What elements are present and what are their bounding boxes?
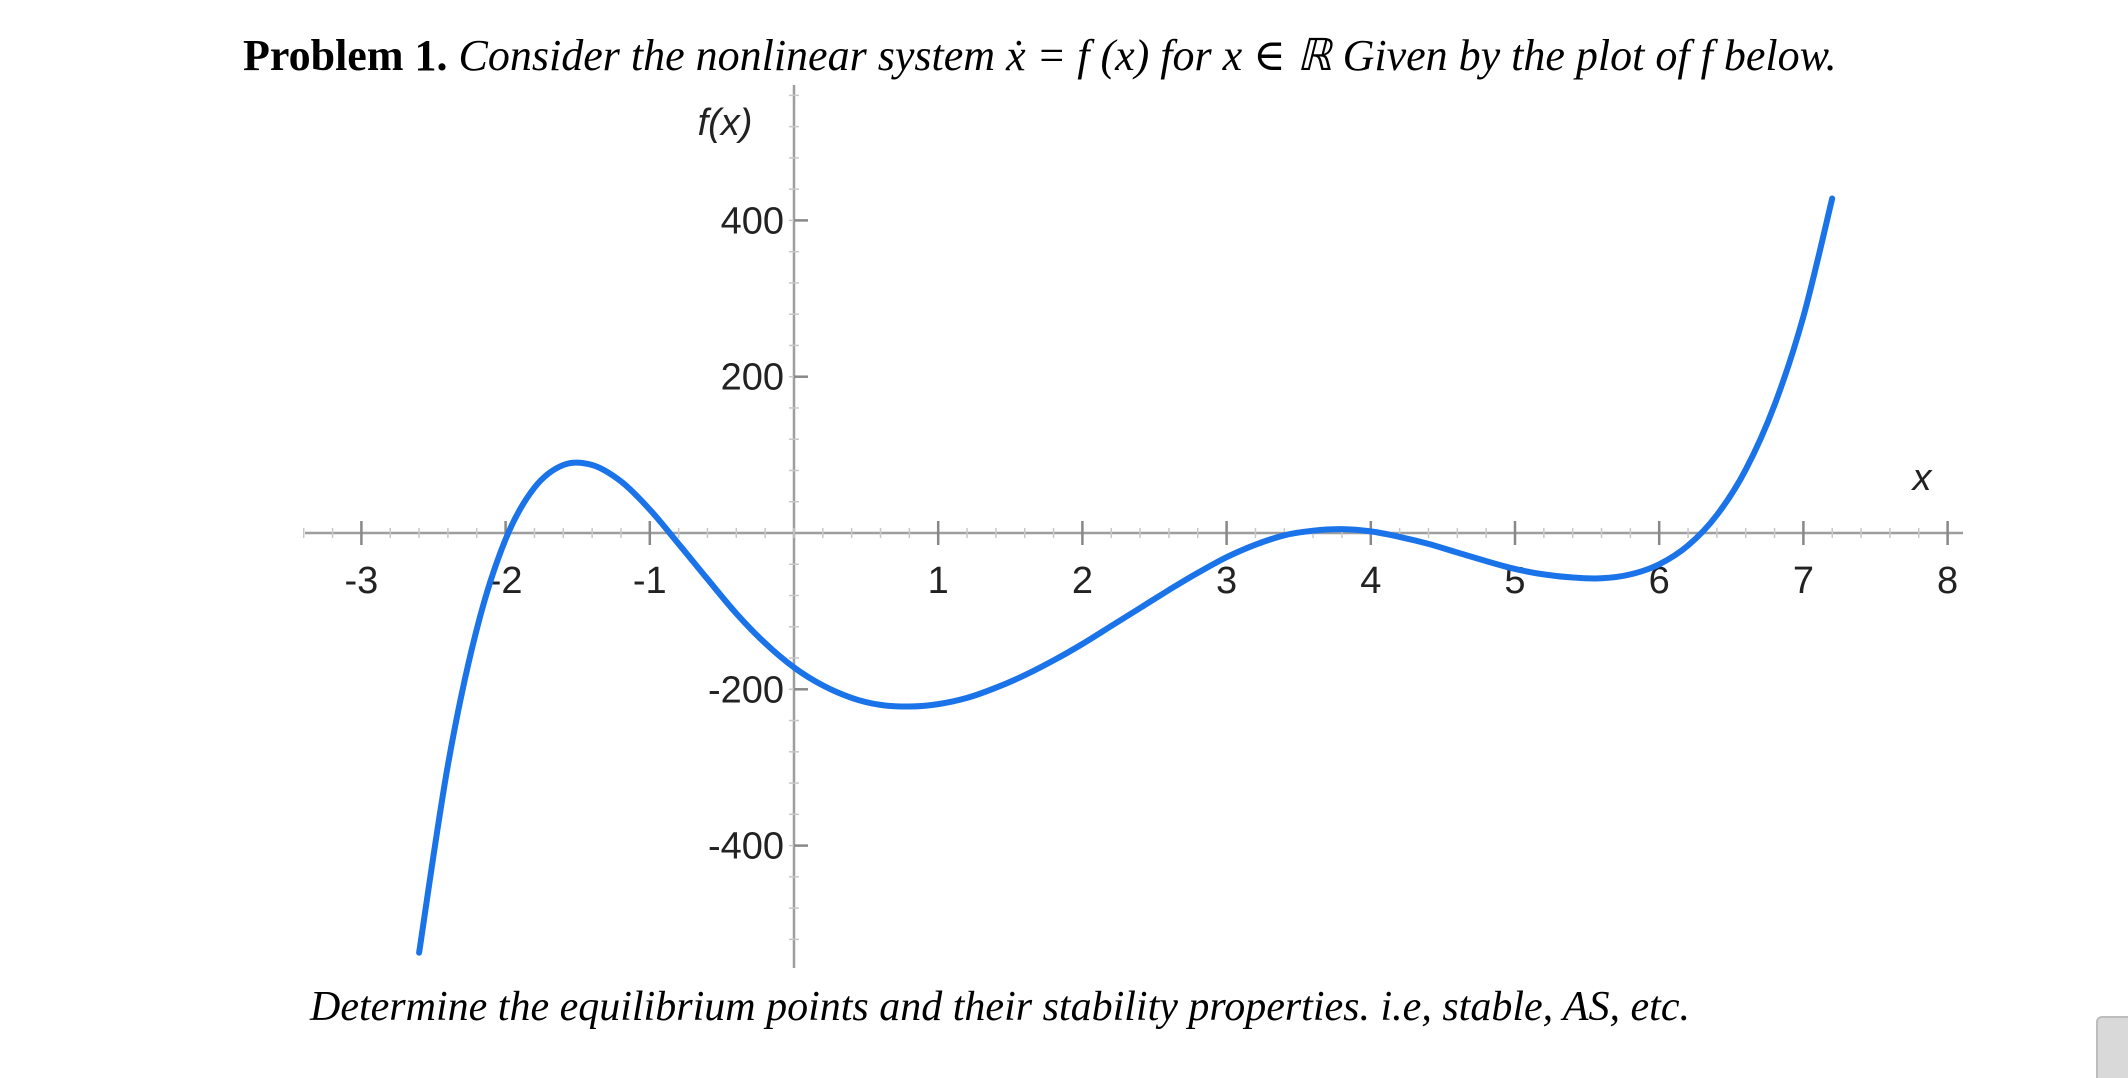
x-tick-label: -1: [633, 560, 667, 602]
x-tick-label: 2: [1072, 560, 1093, 602]
x-tick-label: 1: [928, 560, 949, 602]
y-tick-label: -200: [708, 669, 784, 711]
x-tick-label: -3: [345, 560, 379, 602]
x-tick-label: 7: [1793, 560, 1814, 602]
y-axis: -400 -200 200 400: [708, 85, 808, 968]
scrollbar-thumb[interactable]: [2096, 1016, 2128, 1078]
x-tick-label: 6: [1649, 560, 1670, 602]
question-text: Determine the equilibrium points and the…: [310, 984, 1690, 1030]
curve-group: [416, 195, 1836, 956]
problem-label: Problem 1.: [243, 31, 448, 80]
x-tick-label: 3: [1216, 560, 1237, 602]
problem-heading: Problem 1. Consider the nonlinear system…: [243, 28, 1837, 84]
x-axis-title: x: [1911, 457, 1934, 499]
y-tick-label: 200: [721, 357, 784, 399]
x-axis: -3 -2 -1 1 2 3 4 5 6 7 8: [302, 521, 1963, 602]
y-tick-label: 400: [721, 200, 784, 242]
x-tick-label: 8: [1937, 560, 1958, 602]
y-tick-label: -400: [708, 826, 784, 868]
f-curve: [416, 195, 1836, 956]
y-axis-title: f(x): [698, 102, 753, 144]
problem-statement: Consider the nonlinear system ẋ = f (x) …: [458, 31, 1837, 80]
x-tick-label: 4: [1360, 560, 1381, 602]
